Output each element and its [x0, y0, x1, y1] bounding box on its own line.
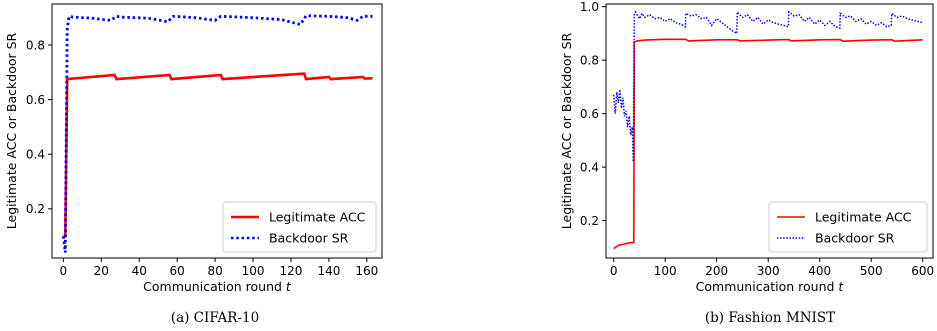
x-tick-label: 20	[94, 264, 109, 278]
x-tick-label: 200	[705, 264, 728, 278]
legend-label: Backdoor SR	[269, 231, 349, 246]
y-tick-label: 0.8	[580, 53, 599, 67]
legend: Legitimate ACC Backdoor SR	[222, 201, 377, 253]
x-tick-label: 600	[911, 264, 934, 278]
x-tick-label: 60	[170, 264, 185, 278]
x-tick-label: 400	[808, 264, 831, 278]
x-tick-label: 100	[242, 264, 265, 278]
legend-box	[222, 201, 377, 253]
y-tick-label: 1.0	[580, 0, 599, 14]
y-tick-label: 0.2	[580, 214, 599, 228]
plot-frame	[51, 3, 383, 259]
legend: Legitimate ACC Backdoor SR	[768, 201, 928, 253]
x-tick-label: 140	[317, 264, 340, 278]
x-tick-label: 80	[207, 264, 222, 278]
y-tick-label: 0.4	[26, 148, 45, 162]
x-axis-title: Communication round t	[696, 279, 845, 294]
x-tick-label: 300	[757, 264, 780, 278]
x-axis-title: Communication round t	[143, 279, 292, 294]
x-tick-label: 160	[355, 264, 378, 278]
legend-label: Legitimate ACC	[815, 210, 912, 225]
figure-caption: (a) CIFAR-10	[171, 310, 259, 326]
x-tick-label: 500	[860, 264, 883, 278]
y-tick-label: 0.6	[580, 107, 599, 121]
y-tick-label: 0.2	[26, 202, 45, 216]
legend-box	[768, 201, 928, 253]
y-tick-label: 0.6	[26, 93, 45, 107]
x-tick-label: 40	[132, 264, 147, 278]
chart-panel-2: 0 100 200 300 400 500 600 0.2 0.4 0.6 0.8 1.0 Commun…	[559, 0, 934, 326]
y-axis-title: Legitimate ACC or Backdoor SR	[559, 32, 574, 229]
x-tick-label: 0	[60, 264, 68, 278]
chart-panel-1: 0 20 40 60 80 100 120 140 160 0.2 0.4 0.6 0.8 Communi…	[4, 3, 383, 326]
plot-frame	[605, 3, 934, 259]
series-line-backdoor-sr	[612, 10, 923, 162]
series-line-legitimate-acc	[63, 72, 373, 238]
x-tick-label: 0	[610, 264, 618, 278]
series-line-backdoor-sr	[62, 14, 373, 253]
series-line-legitimate-acc	[613, 38, 923, 250]
x-tick-label: 100	[654, 264, 677, 278]
y-tick-label: 0.8	[26, 38, 45, 52]
y-tick-label: 0.4	[580, 160, 599, 174]
legend-label: Legitimate ACC	[269, 210, 366, 225]
y-axis-title: Legitimate ACC or Backdoor SR	[4, 32, 19, 229]
figure-caption: (b) Fashion MNIST	[705, 310, 835, 326]
x-tick-label: 120	[280, 264, 303, 278]
legend-label: Backdoor SR	[815, 231, 895, 246]
